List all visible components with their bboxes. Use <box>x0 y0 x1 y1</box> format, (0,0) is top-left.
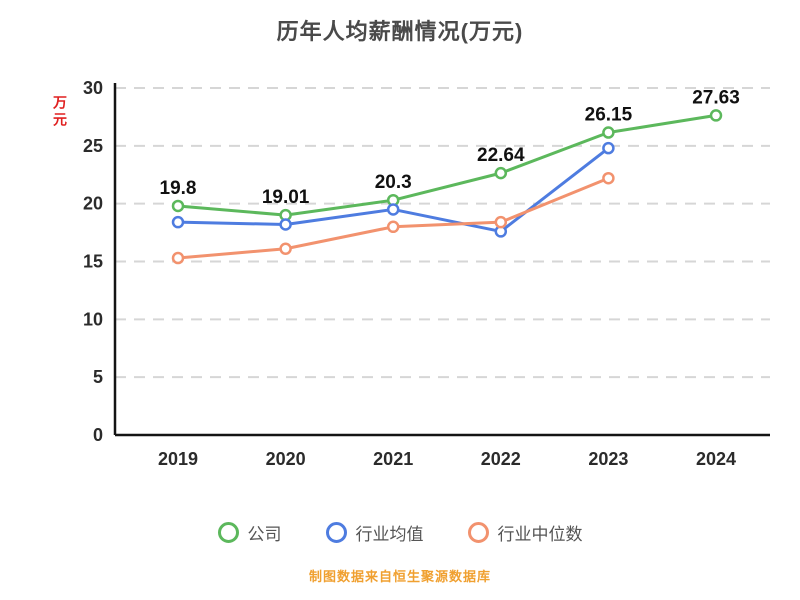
data-label: 20.3 <box>375 172 412 193</box>
series-2-point <box>171 251 185 265</box>
y-tick-label: 20 <box>83 194 103 214</box>
series-1-point <box>602 141 615 155</box>
x-tick-label: 2020 <box>266 449 306 469</box>
legend-marker-icon <box>325 522 347 543</box>
series-line-0 <box>176 113 718 217</box>
legend-item-2: 行业中位数 <box>467 520 583 545</box>
x-tick-label: 2022 <box>481 449 521 469</box>
series-1-point <box>171 215 185 229</box>
y-tick-label: 25 <box>83 136 103 156</box>
y-tick-label: 5 <box>93 367 103 387</box>
legend-marker-icon <box>467 522 489 543</box>
series-2-point <box>602 171 615 185</box>
y-axis-label: 万元 <box>52 95 68 129</box>
data-label: 27.63 <box>692 87 740 108</box>
x-tick-label: 2021 <box>373 449 413 469</box>
x-tick-label: 2019 <box>158 449 198 469</box>
data-label: 19.8 <box>160 178 197 199</box>
legend-label: 公司 <box>247 525 282 544</box>
legend: 公司 行业均值 行业中位数 <box>0 520 800 545</box>
series-0-point <box>171 199 185 213</box>
x-tick-label: 2024 <box>696 449 736 469</box>
y-tick-label: 30 <box>83 78 103 98</box>
data-label: 26.15 <box>585 105 633 126</box>
series-2-point <box>279 242 292 256</box>
legend-label: 行业中位数 <box>497 525 583 544</box>
series-1-point <box>279 218 292 231</box>
series-0-point <box>709 109 723 122</box>
legend-item-0: 公司 <box>217 520 282 545</box>
legend-item-1: 行业均值 <box>325 520 424 545</box>
legend-label: 行业均值 <box>355 525 424 544</box>
series-0-point <box>494 166 508 180</box>
series-2-point <box>494 215 508 229</box>
series-1-point <box>386 203 400 216</box>
line-chart: 0 5 10 15 20 25 30 2019 2020 2021 2022 2023 2024 19.8… <box>83 78 770 469</box>
data-label: 22.64 <box>477 145 525 166</box>
legend-marker-icon <box>217 522 239 543</box>
chart-source-note: 制图数据来自恒生聚源数据库 <box>308 569 491 584</box>
y-tick-label: 0 <box>93 425 103 445</box>
data-label: 19.01 <box>262 187 310 208</box>
series-0-point <box>602 126 615 139</box>
x-tick-label: 2023 <box>588 449 628 469</box>
y-tick-label: 15 <box>83 252 103 272</box>
series-2-point <box>386 220 400 234</box>
y-tick-label: 10 <box>83 309 103 329</box>
chart-title: 历年人均薪酬情况(万元) <box>276 19 524 44</box>
